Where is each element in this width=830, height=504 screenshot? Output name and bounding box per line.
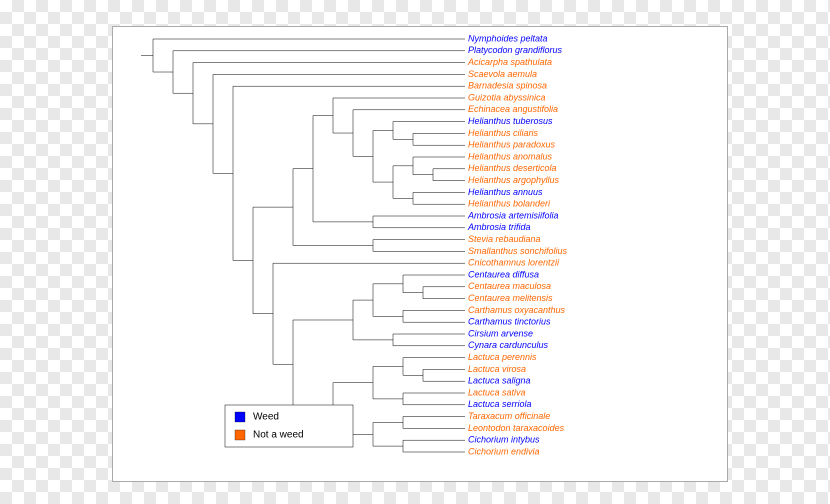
tip-labels: Nymphoides peltata Platycodon grandifloru… bbox=[467, 33, 568, 456]
tip-label: Leontodon taraxacoides bbox=[468, 423, 565, 433]
tip-label: Lactuca sativa bbox=[468, 387, 526, 397]
tip-label: Centaurea maculosa bbox=[468, 281, 551, 291]
tip-label: Cichorium endivia bbox=[468, 446, 540, 456]
tip-label: Helianthus deserticola bbox=[468, 163, 557, 173]
tip-label: Helianthus annuus bbox=[468, 187, 543, 197]
tip-label: Centaurea diffusa bbox=[468, 269, 539, 279]
tip-label: Taraxacum officinale bbox=[468, 411, 550, 421]
tip-label: Helianthus argophyllus bbox=[468, 175, 560, 185]
tip-label: Centaurea melitensis bbox=[468, 293, 553, 303]
tip-label: Lactuca virosa bbox=[468, 364, 526, 374]
tip-label: Barnadesia spinosa bbox=[468, 81, 547, 91]
tip-label: Helianthus anomalus bbox=[468, 151, 553, 161]
legend-swatch bbox=[235, 430, 245, 440]
legend-label: Weed bbox=[253, 412, 279, 423]
phylo-tree-svg: Nymphoides peltata Platycodon grandifloru… bbox=[113, 27, 729, 483]
tip-label: Echinacea angustifolia bbox=[468, 104, 558, 114]
tip-label: Cichorium intybus bbox=[468, 435, 540, 445]
legend-label: Not a weed bbox=[253, 430, 304, 441]
tip-label: Lactuca saligna bbox=[468, 376, 531, 386]
plot-area: Nymphoides peltata Platycodon grandifloru… bbox=[112, 26, 728, 482]
legend-swatch bbox=[235, 412, 245, 422]
tip-label: Lactuca serriola bbox=[468, 399, 532, 409]
tip-label: Ambrosia trifida bbox=[467, 222, 531, 232]
tip-label: Platycodon grandiflorus bbox=[468, 45, 563, 55]
branches bbox=[141, 39, 465, 452]
tip-label: Ambrosia artemisiifolia bbox=[467, 210, 559, 220]
tip-label: Cnicothamnus lorentzii bbox=[468, 258, 560, 268]
tip-label: Carthamus tinctorius bbox=[468, 317, 551, 327]
tip-label: Cynara cardunculus bbox=[468, 340, 549, 350]
tip-label: Scaevola aemula bbox=[468, 69, 537, 79]
tip-label: Guizotia abyssinica bbox=[468, 92, 546, 102]
tip-label: Helianthus ciliaris bbox=[468, 128, 539, 138]
tip-label: Helianthus tuberosus bbox=[468, 116, 553, 126]
tip-label: Acicarpha spathulata bbox=[467, 57, 552, 67]
legend: Weed Not a weed bbox=[225, 405, 353, 447]
tip-label: Nymphoides peltata bbox=[468, 33, 548, 43]
tip-label: Stevia rebaudiana bbox=[468, 234, 541, 244]
tip-label: Cirsium arvense bbox=[468, 328, 533, 338]
tip-label: Helianthus paradoxus bbox=[468, 140, 556, 150]
legend-box bbox=[225, 405, 353, 447]
tip-label: Smallanthus sonchifolius bbox=[468, 246, 568, 256]
tip-label: Lactuca perennis bbox=[468, 352, 537, 362]
tip-label: Carthamus oxyacanthus bbox=[468, 305, 566, 315]
tip-label: Helianthus bolanderi bbox=[468, 199, 551, 209]
